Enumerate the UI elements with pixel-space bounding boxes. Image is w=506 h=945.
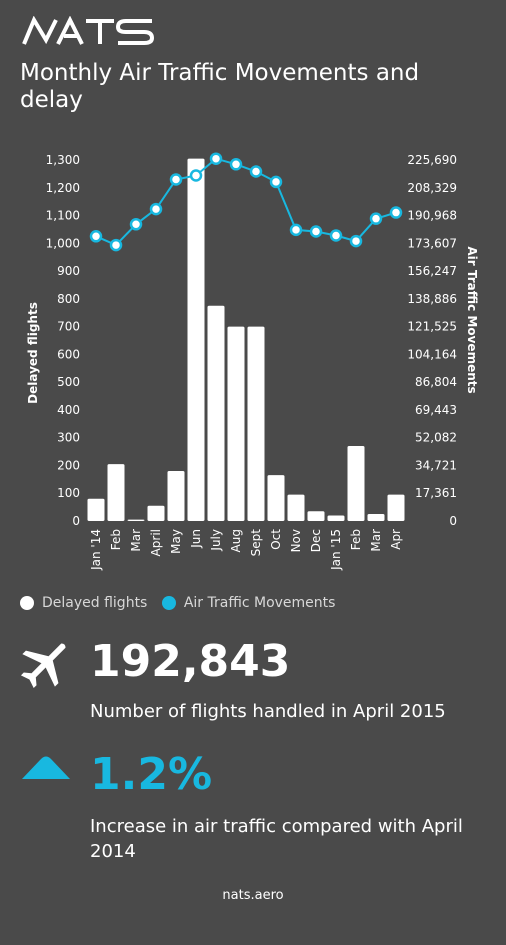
point-air-traffic-movements [329, 229, 343, 242]
legend-item-movements: Air Traffic Movements [161, 595, 336, 611]
y-tick-left: 1,100 [46, 209, 80, 223]
y-tick-right: 104,164 [407, 347, 457, 361]
y-tick-left: 200 [57, 458, 80, 472]
x-tick-label: Jun [189, 529, 203, 549]
legend-item-delayed: Delayed flights [20, 595, 147, 611]
line-air-traffic-movements [95, 157, 397, 247]
point-air-traffic-movements [269, 175, 283, 189]
point-air-traffic-movements [389, 206, 403, 219]
y-tick-left: 600 [57, 347, 80, 361]
y-tick-right: 69,443 [415, 403, 457, 417]
bar-delayed-flights [287, 494, 305, 521]
legend-dot-white-icon [20, 596, 34, 610]
x-tick-label: July [209, 529, 223, 552]
bar-delayed-flights [267, 475, 285, 521]
up-arrow-icon [22, 756, 70, 779]
y-tick-right: 225,690 [407, 153, 457, 167]
flights-handled-value: 192,843 [90, 636, 291, 687]
y-tick-left: 0 [72, 514, 80, 528]
y-tick-left: 800 [57, 292, 80, 306]
legend-dot-blue-icon [161, 596, 176, 610]
x-tick-label: Jan '14 [89, 529, 103, 571]
bar-delayed-flights [127, 519, 145, 521]
point-air-traffic-movements [229, 158, 243, 171]
bar-delayed-flights [167, 471, 185, 521]
nats-logo [22, 16, 155, 45]
x-tick-label: Apr [389, 529, 403, 550]
y-tick-right: 17,361 [415, 486, 457, 500]
x-tick-label: May [169, 529, 183, 554]
bar-delayed-flights [347, 446, 365, 521]
bar-delayed-flights [307, 511, 325, 521]
y-tick-left: 500 [57, 375, 80, 389]
bar-delayed-flights [147, 505, 165, 521]
point-air-traffic-movements [169, 173, 183, 186]
y-tick-left: 300 [57, 431, 80, 445]
bar-delayed-flights [227, 326, 245, 521]
point-air-traffic-movements [129, 218, 143, 231]
point-air-traffic-movements [369, 212, 383, 225]
y-tick-right: 52,082 [415, 431, 457, 445]
legend: Delayed flights Air Traffic Movements [20, 595, 345, 614]
point-air-traffic-movements [149, 202, 163, 216]
y-tick-right: 121,525 [407, 320, 457, 334]
x-tick-label: Nov [289, 529, 303, 552]
y-tick-right: 156,247 [407, 264, 457, 278]
point-air-traffic-movements [109, 238, 123, 252]
y-tick-left: 400 [57, 403, 80, 417]
traffic-increase-value: 1.2% [90, 749, 213, 800]
point-air-traffic-movements [309, 225, 323, 238]
bar-delayed-flights [387, 494, 405, 521]
x-tick-label: Jan '15 [329, 529, 343, 571]
x-tick-label: Mar [369, 529, 383, 552]
y-tick-left: 1,300 [46, 153, 80, 167]
point-air-traffic-movements [289, 223, 303, 237]
y-tick-right: 173,607 [407, 236, 457, 250]
bar-delayed-flights [367, 514, 385, 521]
x-tick-label: Sept [249, 529, 263, 557]
plane-icon [20, 643, 66, 689]
bar-delayed-flights [327, 515, 345, 521]
x-tick-label: Feb [349, 529, 363, 550]
footer-url[interactable]: nats.aero [222, 888, 284, 903]
x-tick-label: Aug [229, 529, 243, 552]
y-tick-right: 34,721 [415, 458, 457, 472]
point-air-traffic-movements [89, 230, 103, 243]
y-tick-right: 208,329 [407, 181, 457, 195]
flights-handled-description: Number of flights handled in April 2015 [90, 701, 446, 722]
bar-delayed-flights [247, 326, 265, 521]
y-tick-left: 1,200 [46, 181, 80, 195]
bar-delayed-flights [87, 498, 105, 521]
legend-label-delayed: Delayed flights [42, 595, 148, 611]
y-tick-left: 1,000 [46, 236, 80, 250]
y-tick-right: 190,968 [407, 209, 457, 223]
y-tick-right: 0 [449, 514, 457, 528]
x-tick-label: Mar [129, 529, 143, 552]
y-axis-label-left: Delayed flights [26, 302, 40, 404]
point-air-traffic-movements [209, 152, 223, 165]
bar-delayed-flights [187, 158, 205, 521]
chart: 0 100 200 300 400 500 600 700 800 900 1,000 1,100 1,… [26, 152, 479, 571]
y-tick-left: 100 [57, 486, 80, 500]
x-tick-label: Feb [109, 529, 123, 550]
point-air-traffic-movements [189, 169, 203, 182]
x-tick-label: April [149, 529, 163, 556]
y-tick-left: 900 [57, 264, 80, 278]
y-tick-left: 700 [57, 320, 80, 334]
x-tick-label: Dec [309, 529, 323, 552]
y-tick-right: 86,804 [415, 375, 457, 389]
point-air-traffic-movements [249, 165, 263, 178]
legend-label-movements: Air Traffic Movements [183, 595, 336, 611]
y-axis-label-right: Air Traffic Movements [465, 246, 479, 393]
point-air-traffic-movements [349, 234, 363, 248]
traffic-increase-description: Increase in air traffic compared with Ap… [90, 816, 463, 862]
bar-delayed-flights [207, 305, 225, 521]
y-tick-right: 138,886 [407, 292, 457, 306]
bar-delayed-flights [107, 464, 125, 521]
x-tick-label: Oct [269, 529, 283, 550]
chart-title: Monthly Air Traffic Movements and delay [20, 60, 420, 113]
